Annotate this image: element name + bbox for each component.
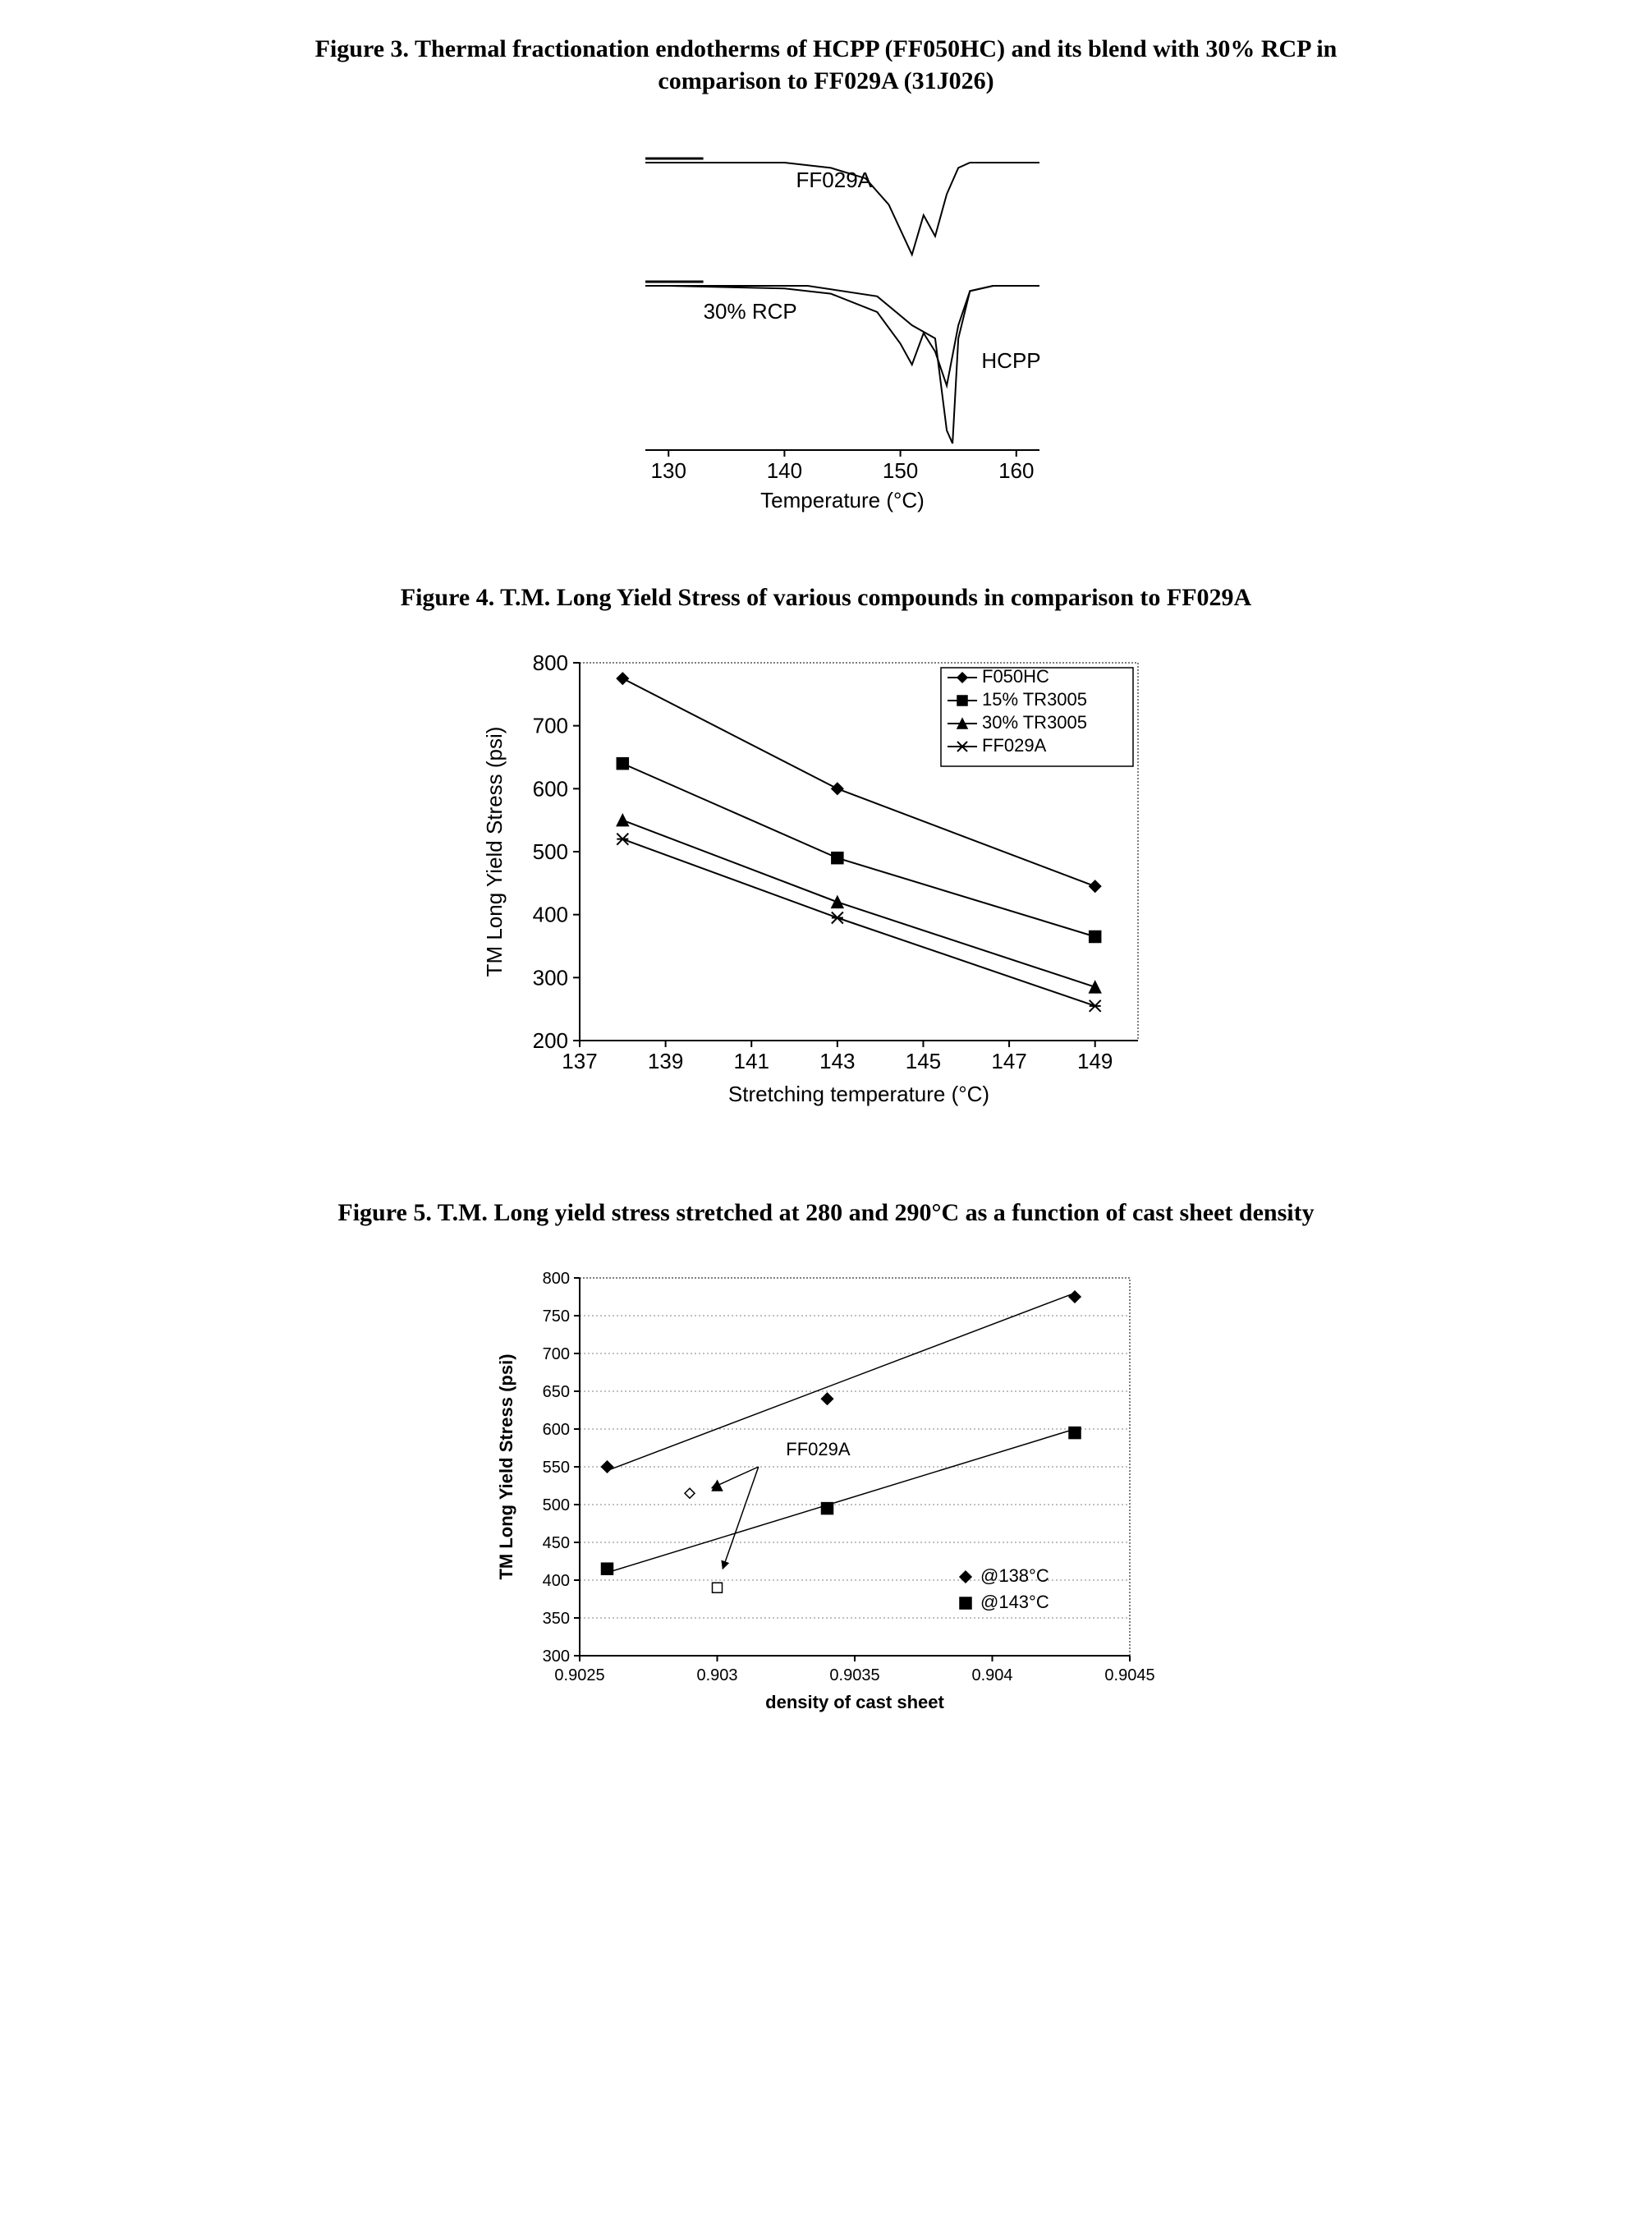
figure-5-chart: 0.9025 0.903 0.9035 0.904 0.9045 300 350 400 450…: [473, 1245, 1179, 1754]
svg-text:FF029A: FF029A: [796, 168, 873, 192]
svg-text:300: 300: [543, 1647, 570, 1666]
svg-text:Temperature (°C): Temperature (°C): [760, 488, 925, 512]
svg-text:140: 140: [767, 458, 802, 483]
svg-text:FF029A: FF029A: [982, 735, 1047, 756]
svg-text:TM Long Yield Stress (psi): TM Long Yield Stress (psi): [496, 1353, 516, 1579]
svg-text:800: 800: [543, 1270, 570, 1288]
svg-text:0.9035: 0.9035: [829, 1666, 879, 1684]
svg-text:600: 600: [543, 1421, 570, 1439]
svg-text:130: 130: [651, 458, 686, 483]
svg-text:200: 200: [533, 1028, 568, 1053]
svg-text:750: 750: [543, 1307, 570, 1326]
svg-text:500: 500: [543, 1496, 570, 1514]
svg-text:147: 147: [991, 1049, 1026, 1073]
svg-text:0.903: 0.903: [696, 1666, 737, 1684]
svg-text:@138°C: @138°C: [980, 1565, 1049, 1586]
svg-text:0.9025: 0.9025: [554, 1666, 604, 1684]
svg-text:141: 141: [734, 1049, 769, 1073]
svg-text:0.9045: 0.9045: [1104, 1666, 1154, 1684]
svg-text:450: 450: [543, 1534, 570, 1552]
svg-text:30% RCP: 30% RCP: [704, 299, 797, 324]
svg-text:density of cast sheet: density of cast sheet: [765, 1692, 944, 1712]
figure-5: Figure 5. T.M. Long yield stress stretch…: [49, 1197, 1603, 1754]
svg-text:15% TR3005: 15% TR3005: [982, 689, 1087, 710]
svg-text:350: 350: [543, 1610, 570, 1628]
figure-4: Figure 4. T.M. Long Yield Stress of vari…: [49, 581, 1603, 1139]
svg-text:700: 700: [533, 714, 568, 738]
svg-text:30% TR3005: 30% TR3005: [982, 712, 1087, 733]
svg-text:0.904: 0.904: [971, 1666, 1012, 1684]
svg-text:FF029A: FF029A: [786, 1439, 851, 1459]
svg-text:600: 600: [533, 776, 568, 801]
figure-3-chart: FF029A 30% RCP HCPP 130 140 150 160 Temperature…: [596, 113, 1056, 524]
svg-text:145: 145: [906, 1049, 941, 1073]
figure-3: Figure 3. Thermal fractionation endother…: [49, 33, 1603, 524]
svg-text:700: 700: [543, 1345, 570, 1363]
svg-text:400: 400: [543, 1572, 570, 1590]
svg-text:550: 550: [543, 1459, 570, 1477]
svg-text:149: 149: [1077, 1049, 1113, 1073]
svg-text:139: 139: [648, 1049, 683, 1073]
svg-text:650: 650: [543, 1383, 570, 1401]
figure-5-title: Figure 5. T.M. Long yield stress stretch…: [292, 1197, 1360, 1229]
svg-text:400: 400: [533, 903, 568, 927]
figure-4-chart: 1371391411431451471492003004005006007008…: [465, 630, 1187, 1139]
svg-text:F050HC: F050HC: [982, 666, 1049, 687]
svg-text:800: 800: [533, 650, 568, 675]
figure-3-title: Figure 3. Thermal fractionation endother…: [292, 33, 1360, 97]
figure-4-title: Figure 4. T.M. Long Yield Stress of vari…: [292, 581, 1360, 613]
svg-text:300: 300: [533, 965, 568, 990]
svg-text:TM Long Yield Stress (psi): TM Long Yield Stress (psi): [482, 727, 507, 977]
svg-text:150: 150: [883, 458, 918, 483]
svg-text:@143°C: @143°C: [980, 1592, 1049, 1612]
svg-text:HCPP: HCPP: [981, 348, 1040, 373]
svg-text:160: 160: [998, 458, 1034, 483]
svg-text:143: 143: [819, 1049, 855, 1073]
svg-text:Stretching temperature (°C): Stretching temperature (°C): [728, 1082, 989, 1106]
svg-text:500: 500: [533, 839, 568, 864]
